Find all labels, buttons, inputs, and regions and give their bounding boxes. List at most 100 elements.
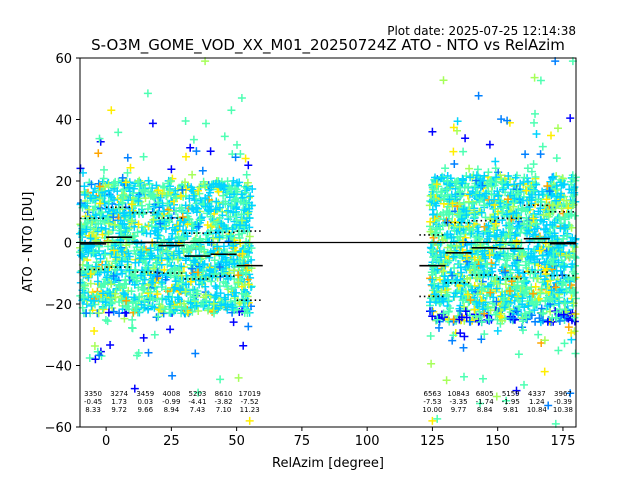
data-point <box>535 246 544 255</box>
data-point <box>508 224 516 233</box>
data-point <box>428 248 437 257</box>
data-point <box>90 184 99 193</box>
data-point <box>439 267 448 276</box>
data-point <box>570 288 579 297</box>
data-point <box>187 183 196 192</box>
data-point <box>546 294 555 303</box>
data-point <box>144 205 152 213</box>
data-point <box>131 258 140 267</box>
data-point <box>455 187 464 196</box>
data-point <box>428 306 437 315</box>
data-point <box>528 265 537 274</box>
data-point <box>552 308 561 316</box>
data-point <box>225 193 234 202</box>
data-point <box>226 184 235 193</box>
data-point <box>476 174 485 183</box>
data-point <box>551 307 560 316</box>
data-point <box>242 170 251 179</box>
data-point <box>541 260 549 269</box>
data-point <box>568 247 577 256</box>
data-point <box>184 244 193 253</box>
data-point <box>532 219 541 228</box>
data-point <box>82 309 91 318</box>
data-point <box>94 309 103 317</box>
data-point <box>526 269 535 278</box>
data-point <box>129 184 138 193</box>
data-point <box>547 181 556 189</box>
data-point <box>536 216 545 224</box>
data-point <box>186 277 195 286</box>
data-point <box>428 127 437 136</box>
data-point <box>457 215 466 224</box>
data-point <box>160 207 168 216</box>
data-point <box>532 180 541 189</box>
data-point <box>567 210 576 219</box>
data-point <box>201 291 210 300</box>
data-point <box>555 214 564 223</box>
data-point <box>484 303 492 312</box>
data-point <box>502 198 511 207</box>
data-point <box>234 271 243 280</box>
data-point <box>144 348 153 357</box>
data-point <box>111 293 120 302</box>
data-point <box>432 190 441 199</box>
data-point <box>222 224 231 233</box>
data-point <box>190 236 199 245</box>
data-point <box>99 174 108 183</box>
bin-mean: 1.73 <box>111 398 127 406</box>
data-point <box>153 210 162 219</box>
data-point <box>153 290 162 299</box>
data-point <box>539 316 547 325</box>
x-tick-label: 25 <box>163 434 180 449</box>
data-point <box>162 191 171 200</box>
data-point <box>450 178 459 187</box>
data-point <box>80 281 89 290</box>
data-point <box>173 221 182 230</box>
data-point <box>95 199 104 208</box>
data-point <box>104 237 113 246</box>
data-point <box>115 261 124 270</box>
bin-count: 3350 <box>84 390 102 398</box>
data-point <box>109 179 118 188</box>
bin-count: 8610 <box>215 390 233 398</box>
data-point <box>206 207 214 216</box>
data-point <box>542 195 551 204</box>
data-point <box>550 231 559 240</box>
data-point <box>143 89 152 98</box>
data-point <box>239 341 248 350</box>
data-point <box>224 274 232 283</box>
data-point <box>97 208 106 217</box>
data-point <box>190 296 199 305</box>
data-point <box>499 296 508 304</box>
data-point <box>156 219 165 228</box>
data-point <box>87 180 96 189</box>
data-point <box>85 205 93 214</box>
data-point <box>439 309 448 318</box>
data-point <box>224 237 233 246</box>
data-point <box>130 293 139 302</box>
data-point <box>224 206 232 215</box>
data-point <box>525 203 534 211</box>
data-point <box>437 288 446 297</box>
data-point <box>232 216 241 224</box>
data-point <box>543 317 552 326</box>
data-point <box>552 154 561 163</box>
data-point <box>141 268 150 276</box>
data-point <box>427 359 436 368</box>
data-point <box>166 325 175 334</box>
data-point <box>145 254 154 263</box>
data-point <box>531 317 540 326</box>
data-point <box>93 270 102 279</box>
data-point <box>115 281 124 290</box>
data-point <box>519 326 527 335</box>
data-point <box>89 228 98 237</box>
data-point <box>175 204 184 213</box>
data-point <box>456 263 465 272</box>
data-point <box>482 189 490 198</box>
data-point <box>491 164 500 173</box>
data-point <box>430 279 439 288</box>
data-point <box>475 299 484 307</box>
data-point <box>449 331 458 340</box>
data-point <box>174 247 183 256</box>
data-point <box>426 217 435 226</box>
